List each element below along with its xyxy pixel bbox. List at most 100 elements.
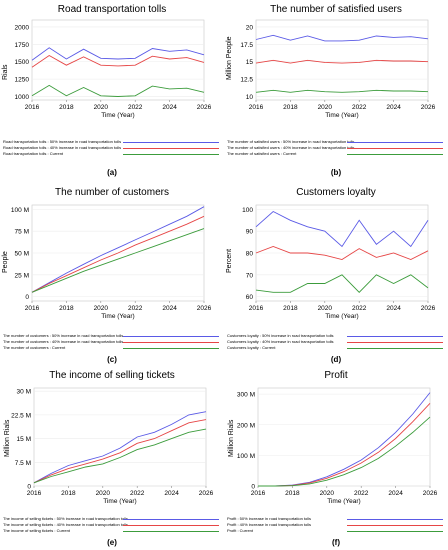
x-tick-label: 2018 bbox=[285, 490, 300, 497]
x-axis-label: Time (Year) bbox=[327, 498, 360, 505]
y-tick-label: 10 bbox=[246, 94, 254, 101]
chart-panel-c: The number of customers People 0 25 M 50 M 75… bbox=[0, 183, 224, 366]
legend-item: The number of customers : 50% increase i… bbox=[3, 333, 221, 339]
series-line-1 bbox=[255, 210, 429, 248]
x-tick-label: 2020 bbox=[318, 104, 333, 111]
legend-label: The income of selling tickets : Current bbox=[3, 528, 70, 533]
x-tick-label: 2022 bbox=[130, 490, 145, 497]
y-tick-label: 15 M bbox=[17, 436, 31, 443]
y-tick-label: 200 M bbox=[237, 422, 255, 429]
x-axis-label: Time (Year) bbox=[103, 498, 136, 505]
y-tick-label: 75 M bbox=[15, 229, 29, 236]
chart-title: Customers loyalty bbox=[296, 187, 376, 198]
x-tick-label: 2024 bbox=[386, 104, 401, 111]
legend-label: Profit : Current bbox=[227, 528, 254, 533]
x-tick-label: 2020 bbox=[320, 490, 335, 497]
x-tick-label: 2018 bbox=[283, 104, 298, 111]
y-tick-label: 1750 bbox=[15, 42, 30, 49]
x-tick-label: 2016 bbox=[25, 305, 40, 312]
y-tick-label: 0 bbox=[251, 484, 255, 491]
y-tick-label: 80 bbox=[246, 251, 254, 258]
legend-swatch bbox=[123, 154, 219, 155]
y-tick-label: 0 bbox=[27, 484, 31, 491]
legend-label: The number of satisfied users : Current bbox=[227, 151, 297, 156]
y-tick-label: 0 bbox=[25, 294, 29, 301]
legend-item: Road transportation tolls : Current bbox=[3, 151, 221, 157]
legend-item: Road transportation tolls : 40% increase… bbox=[3, 145, 221, 151]
y-tick-label: 50 M bbox=[15, 251, 29, 258]
x-tick-label: 2020 bbox=[94, 305, 109, 312]
legend-label: Customers loyalty : 50% increase in road… bbox=[227, 333, 334, 338]
x-tick-label: 2024 bbox=[162, 104, 177, 111]
panel-caption: (c) bbox=[107, 355, 117, 364]
legend-item: Customers loyalty : 40% increase in road… bbox=[227, 339, 445, 345]
legend-swatch bbox=[123, 348, 219, 349]
x-tick-label: 2026 bbox=[421, 305, 436, 312]
plot-area: 0 7.5 M 15 M 22.5 M 30 M 2016 2018 2020 2022 2024… bbox=[11, 387, 214, 505]
x-tick-label: 2026 bbox=[197, 104, 212, 111]
x-tick-label: 2020 bbox=[318, 305, 333, 312]
y-tick-label: 25 M bbox=[15, 272, 29, 279]
legend-label: Customers loyalty : Current bbox=[227, 345, 276, 350]
x-tick-label: 2024 bbox=[162, 305, 177, 312]
series-line-1 bbox=[31, 206, 205, 293]
legend-swatch bbox=[123, 525, 219, 526]
x-tick-label: 2016 bbox=[249, 305, 264, 312]
x-tick-label: 2022 bbox=[128, 104, 143, 111]
legend-swatch bbox=[347, 519, 443, 520]
x-tick-label: 2020 bbox=[94, 104, 109, 111]
chart-panel-d: Customers loyalty Percent 60 70 80 90 100 2016 2… bbox=[224, 183, 448, 366]
y-tick-label: 100 bbox=[242, 207, 253, 214]
series-line-3 bbox=[258, 416, 431, 487]
legend-swatch bbox=[347, 348, 443, 349]
legend-label: Road transportation tolls : 50% increase… bbox=[3, 139, 122, 144]
series-line-2 bbox=[255, 59, 429, 64]
legend-swatch bbox=[347, 336, 443, 337]
series-line-1 bbox=[33, 411, 207, 484]
legend-swatch bbox=[347, 154, 443, 155]
chart-panel-f: Profit Million Rials 0 100 M 200 M 300 M 2016 2… bbox=[224, 366, 448, 550]
legend-swatch bbox=[347, 142, 443, 143]
legend-swatch bbox=[347, 531, 443, 532]
x-tick-label: 2020 bbox=[96, 490, 111, 497]
x-tick-label: 2016 bbox=[25, 104, 40, 111]
x-tick-label: 2024 bbox=[386, 305, 401, 312]
series-line-2 bbox=[31, 215, 205, 293]
chart-panel-b: The number of satisfied users Million Peo… bbox=[224, 0, 448, 183]
y-tick-label: 60 bbox=[246, 294, 254, 301]
y-tick-label: 1500 bbox=[15, 59, 30, 66]
y-tick-label: 300 M bbox=[237, 392, 255, 399]
plot-area: 0 100 M 200 M 300 M 2016 2018 2020 2022 2024 2026… bbox=[237, 387, 438, 505]
x-tick-label: 2024 bbox=[164, 490, 179, 497]
panel-caption: (d) bbox=[330, 355, 342, 364]
legend-label: The number of customers : Current bbox=[3, 345, 66, 350]
x-axis-label: Time (Year) bbox=[325, 313, 358, 320]
x-tick-label: 2026 bbox=[421, 104, 436, 111]
x-tick-label: 2022 bbox=[128, 305, 143, 312]
legend-swatch bbox=[123, 531, 219, 532]
y-tick-label: 7.5 M bbox=[15, 460, 31, 467]
series-line-3 bbox=[255, 274, 429, 293]
series-line-1 bbox=[31, 47, 205, 61]
legend-item: Customers loyalty : Current bbox=[227, 345, 445, 351]
series-line-3 bbox=[255, 89, 429, 93]
legend-swatch bbox=[123, 342, 219, 343]
panel-caption: (f) bbox=[332, 538, 340, 547]
y-tick-label: 1000 bbox=[15, 94, 30, 101]
plot-area: 60 70 80 90 100 2016 2018 2020 2022 2024 2026 Time … bbox=[242, 204, 436, 320]
series-line-1 bbox=[255, 34, 429, 42]
legend-label: Road transportation tolls : 40% increase… bbox=[3, 145, 122, 150]
y-tick-label: 90 bbox=[246, 229, 254, 236]
legend-swatch bbox=[123, 519, 219, 520]
chart-title: Profit bbox=[324, 370, 348, 381]
y-tick-label: 100 M bbox=[237, 453, 255, 460]
legend-swatch bbox=[347, 342, 443, 343]
x-axis-label: Time (Year) bbox=[101, 112, 134, 119]
panel-caption: (a) bbox=[107, 168, 117, 177]
legend-label: The number of customers : 50% increase i… bbox=[3, 333, 124, 338]
chart-panel-e: The income of selling tickets Million Ria… bbox=[0, 366, 224, 550]
series-line-2 bbox=[255, 246, 429, 260]
chart-title: The number of satisfied users bbox=[270, 4, 402, 15]
x-tick-label: 2016 bbox=[27, 490, 42, 497]
legend-label: Customers loyalty : 40% increase in road… bbox=[227, 339, 334, 344]
